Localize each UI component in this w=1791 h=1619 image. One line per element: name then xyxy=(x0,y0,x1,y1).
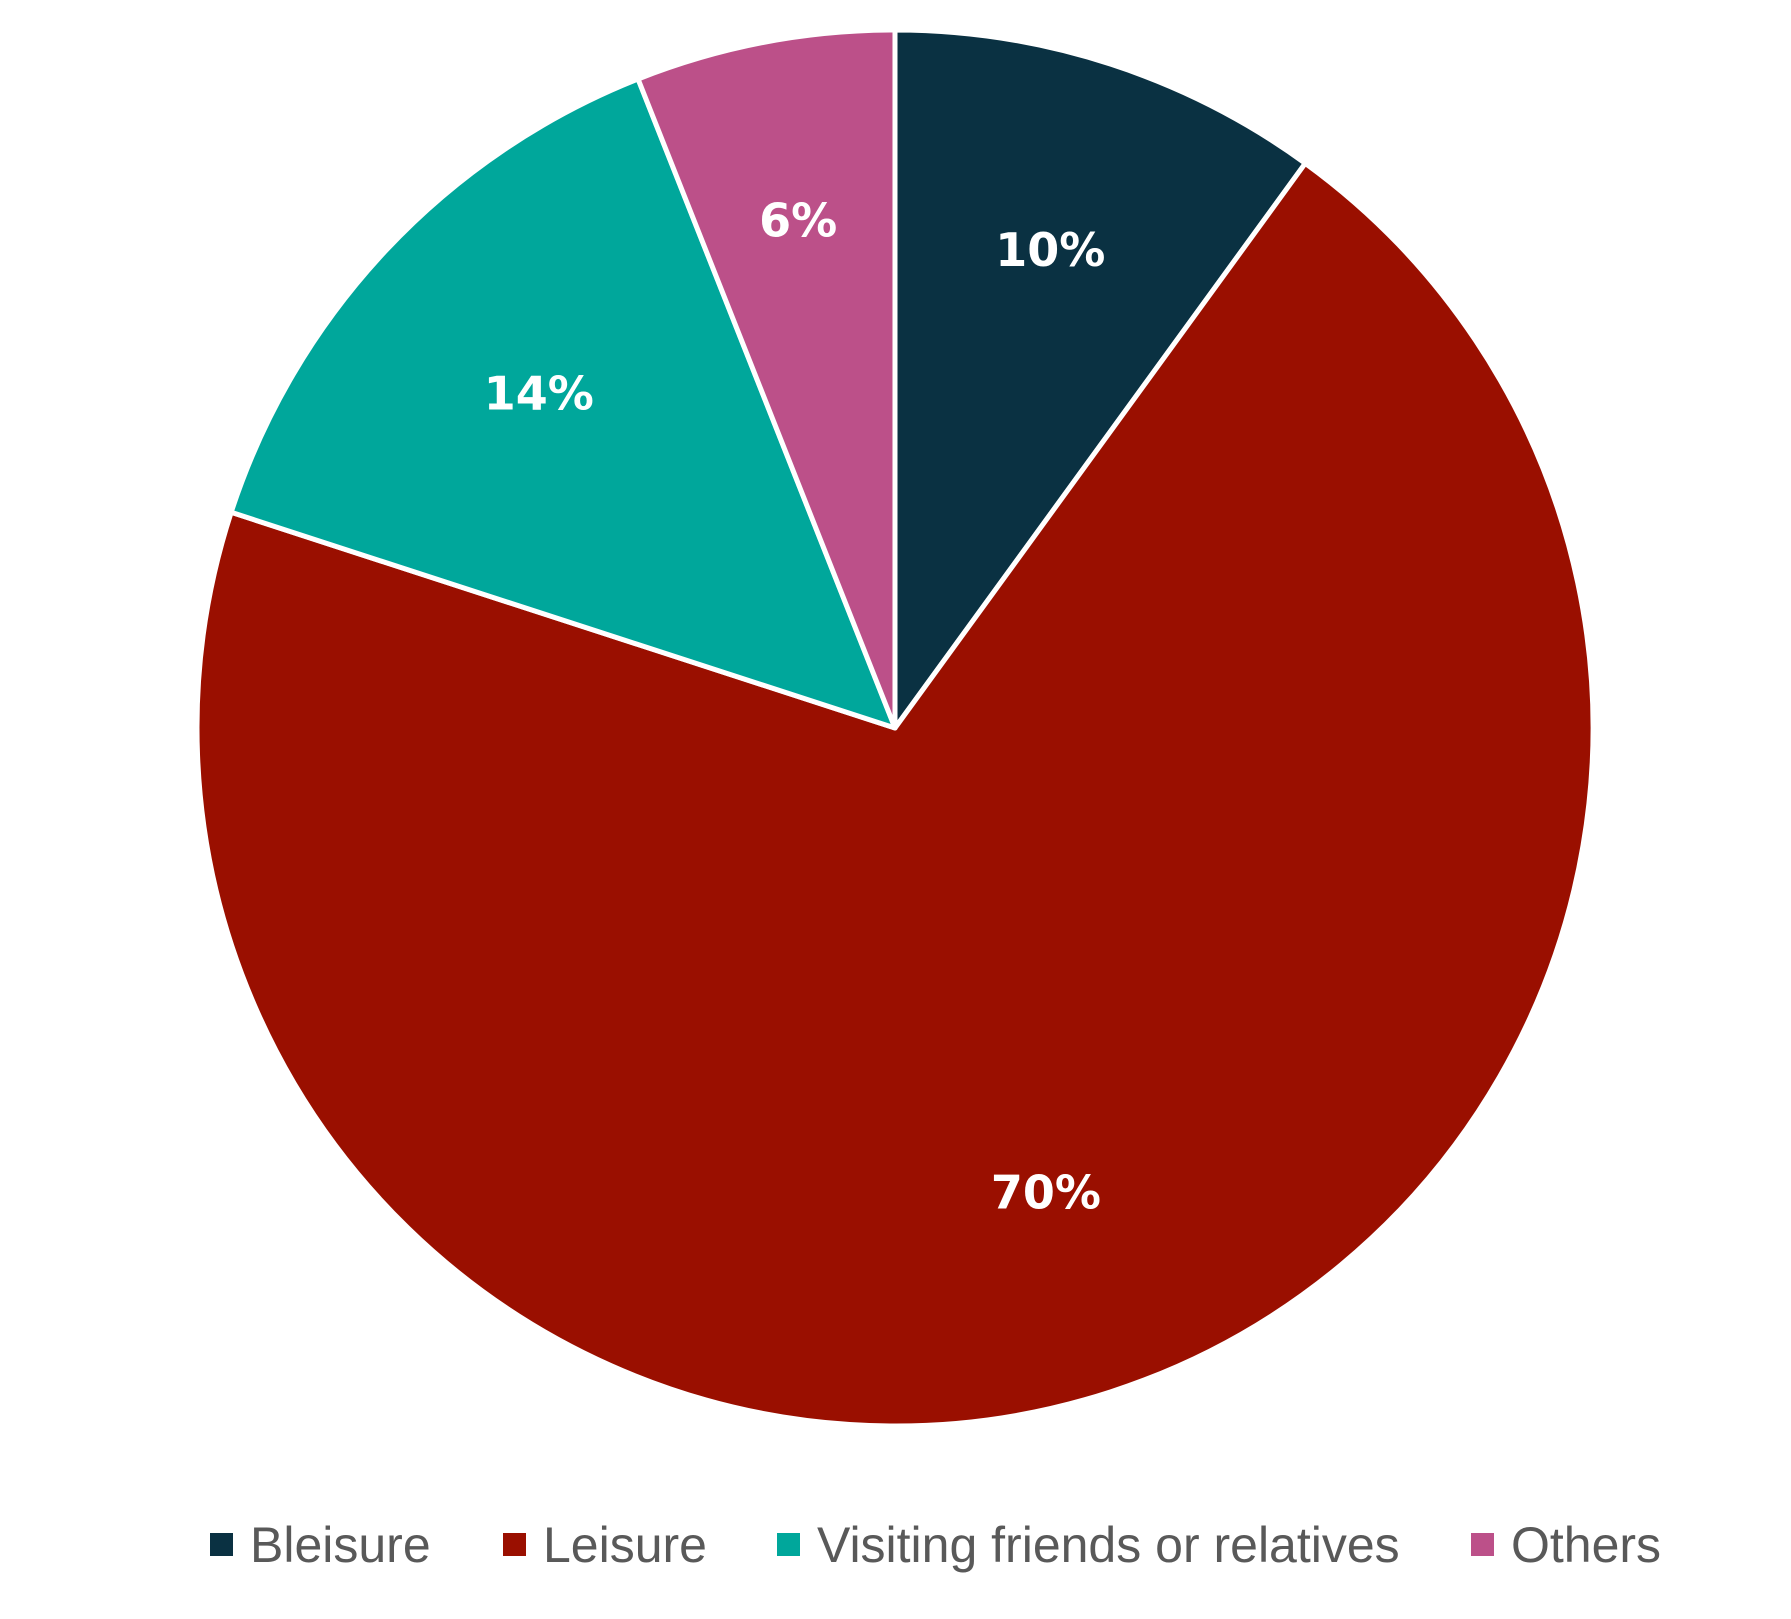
data-label-leisure: 70% xyxy=(991,1166,1101,1220)
legend-swatch-visiting-friends-or-relatives xyxy=(777,1533,800,1556)
legend-item-others: Others xyxy=(1471,1517,1661,1573)
data-label-bleisure: 10% xyxy=(995,223,1105,277)
data-label-others: 6% xyxy=(759,194,837,248)
legend-item-bleisure: Bleisure xyxy=(210,1517,431,1573)
legend-swatch-bleisure xyxy=(210,1533,233,1556)
legend-label-visiting-friends-or-relatives: Visiting friends or relatives xyxy=(817,1517,1400,1573)
pie-slice-visiting-friends-or-relatives xyxy=(228,76,898,731)
pie-data-labels: 10% 70% 14% 6% xyxy=(484,194,1106,1220)
chart-legend: Bleisure Leisure Visiting friends or relat… xyxy=(210,1517,1661,1573)
legend-swatch-leisure xyxy=(503,1533,526,1556)
legend-swatch-others xyxy=(1471,1533,1494,1556)
legend-label-leisure: Leisure xyxy=(543,1517,707,1573)
legend-label-bleisure: Bleisure xyxy=(250,1517,431,1573)
pie-slice-leisure xyxy=(194,160,1596,1429)
data-label-visiting-friends-or-relatives: 14% xyxy=(484,367,594,421)
pie-slice-others xyxy=(635,27,898,731)
pie-slices xyxy=(194,27,1596,1429)
legend-item-leisure: Leisure xyxy=(503,1517,707,1573)
pie-slice-bleisure xyxy=(892,27,1308,731)
legend-label-others: Others xyxy=(1511,1517,1661,1573)
legend-item-visiting-friends-or-relatives: Visiting friends or relatives xyxy=(777,1517,1400,1573)
